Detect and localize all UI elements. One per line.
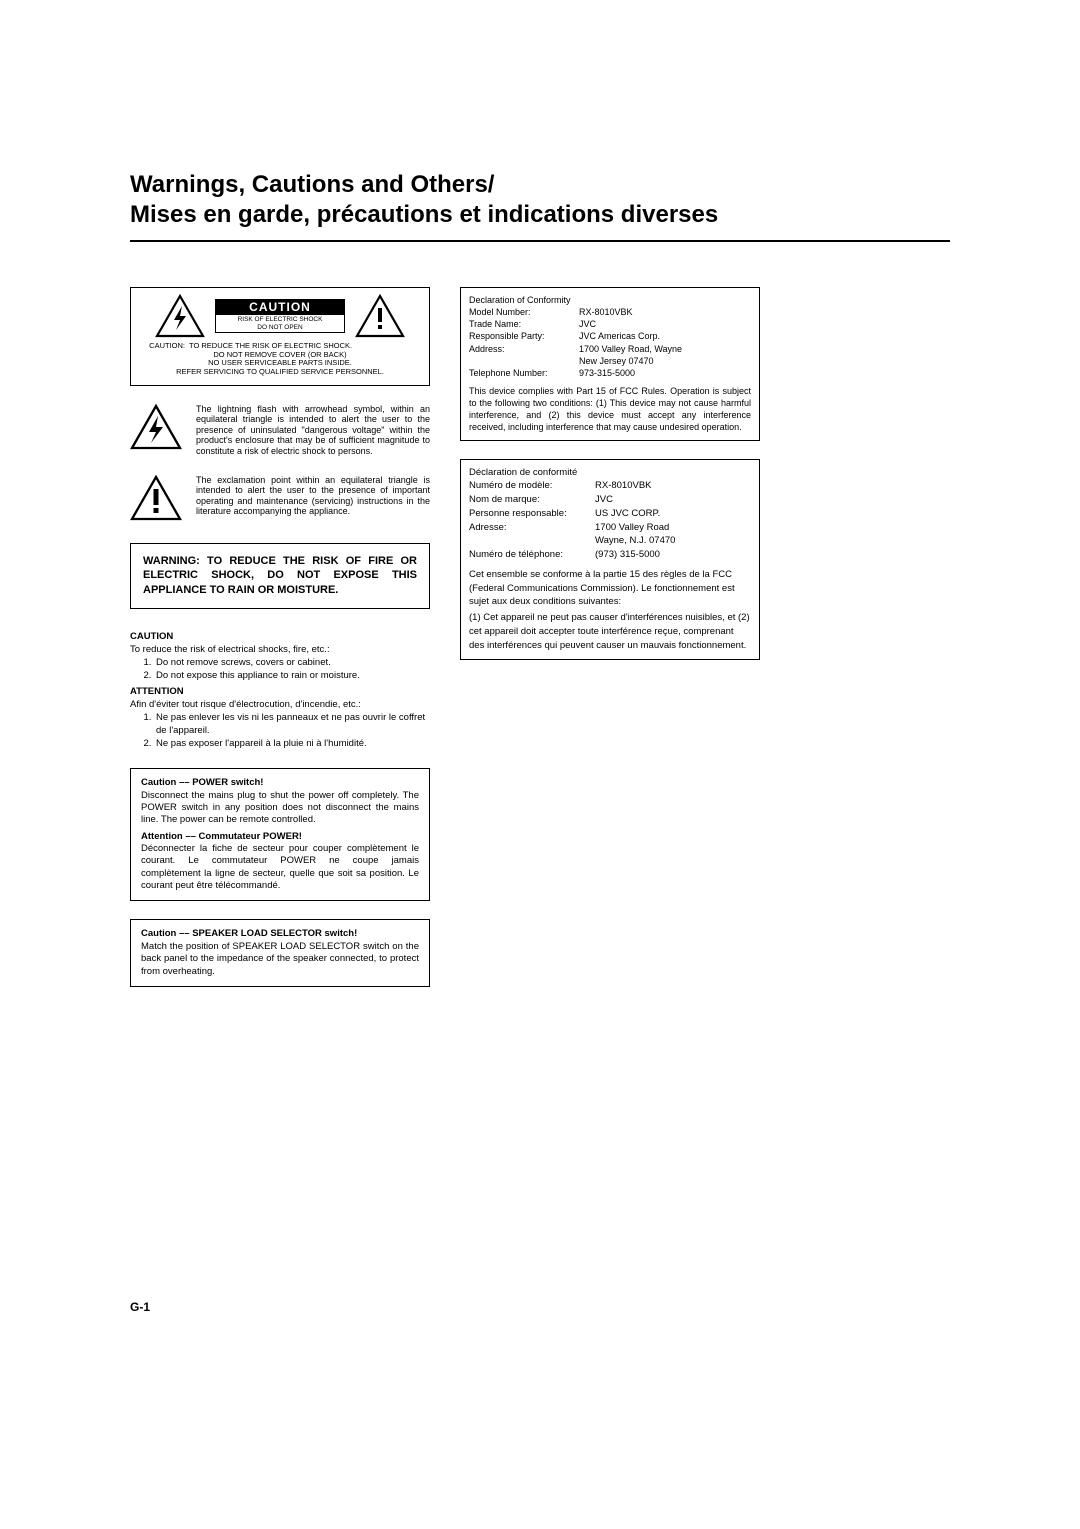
decl-fr-body-1: Cet ensemble se conforme à la partie 15 … — [469, 568, 751, 609]
exclamation-triangle-icon — [355, 294, 405, 338]
decl-fr-body-2: (1) Cet appareil ne peut pas causer d'in… — [469, 611, 751, 652]
attention-heading-fr: ATTENTION — [130, 686, 430, 699]
power-switch-heading-fr: Attention –– Commutateur POWER! — [141, 831, 419, 843]
caution-heading-en: CAUTION — [130, 631, 430, 644]
right-column: Declaration of Conformity Model Number:R… — [460, 287, 760, 987]
caution-intro-en: To reduce the risk of electrical shocks,… — [130, 644, 430, 657]
caution-bar: CAUTION — [215, 299, 345, 315]
symbol-excl-text: The exclamation point within an equilate… — [196, 475, 430, 517]
plate-text: CAUTION: TO REDUCE THE RISK OF ELECTRIC … — [139, 342, 421, 377]
title-line-2: Mises en garde, précautions et indicatio… — [130, 201, 718, 228]
decl-en-title: Declaration of Conformity — [469, 294, 751, 306]
power-switch-text-fr: Déconnecter la fiche de secteur pour cou… — [141, 843, 419, 892]
title-line-1: Warnings, Cautions and Others/ — [130, 171, 494, 198]
plate-caution-label: CAUTION: — [139, 342, 189, 351]
decl-fr-title: Déclaration de conformité — [469, 466, 751, 480]
attention-fr-item-1: Ne pas enlever les vis ni les panneaux e… — [154, 712, 430, 738]
speaker-load-note: Caution –– SPEAKER LOAD SELECTOR switch!… — [130, 919, 430, 986]
risk-text: RISK OF ELECTRIC SHOCK DO NOT OPEN — [215, 315, 345, 332]
symbol-excl-row: The exclamation point within an equilate… — [130, 475, 430, 521]
declaration-fr: Déclaration de conformité Numéro de modè… — [460, 459, 760, 660]
caution-en-item-2: Do not expose this appliance to rain or … — [154, 670, 430, 683]
attention-intro-fr: Afin d'éviter tout risque d'électrocutio… — [130, 699, 430, 712]
caution-plate: CAUTION RISK OF ELECTRIC SHOCK DO NOT OP… — [130, 287, 430, 386]
speaker-load-text: Match the position of SPEAKER LOAD SELEC… — [141, 941, 419, 978]
power-switch-text-en: Disconnect the mains plug to shut the po… — [141, 790, 419, 827]
attention-fr-item-2: Ne pas exposer l'appareil à la pluie ni … — [154, 738, 430, 751]
page-number: G-1 — [130, 1300, 150, 1314]
plate-line-4: REFER SERVICING TO QUALIFIED SERVICE PER… — [139, 368, 421, 377]
decl-en-body: This device complies with Part 15 of FCC… — [469, 385, 751, 434]
title-rule — [130, 240, 950, 242]
caution-label-box: CAUTION RISK OF ELECTRIC SHOCK DO NOT OP… — [215, 299, 345, 332]
exclamation-triangle-icon — [130, 475, 182, 521]
declaration-en: Declaration of Conformity Model Number:R… — [460, 287, 760, 441]
warning-text: WARNING: TO REDUCE THE RISK OF FIRE OR E… — [143, 554, 417, 599]
symbol-bolt-row: The lightning flash with arrowhead symbo… — [130, 404, 430, 457]
content-columns: CAUTION RISK OF ELECTRIC SHOCK DO NOT OP… — [130, 287, 950, 987]
page-title: Warnings, Cautions and Others/ Mises en … — [130, 170, 950, 230]
power-switch-note: Caution –– POWER switch! Disconnect the … — [130, 768, 430, 901]
plate-top-row: CAUTION RISK OF ELECTRIC SHOCK DO NOT OP… — [139, 294, 421, 338]
caution-en-item-1: Do not remove screws, covers or cabinet. — [154, 657, 430, 670]
caution-block-en: CAUTION To reduce the risk of electrical… — [130, 631, 430, 750]
lightning-triangle-icon — [155, 294, 205, 338]
left-column: CAUTION RISK OF ELECTRIC SHOCK DO NOT OP… — [130, 287, 430, 987]
warning-box: WARNING: TO REDUCE THE RISK OF FIRE OR E… — [130, 543, 430, 610]
lightning-triangle-icon — [130, 404, 182, 450]
speaker-load-heading: Caution –– SPEAKER LOAD SELECTOR switch! — [141, 928, 419, 940]
page: Warnings, Cautions and Others/ Mises en … — [0, 0, 1080, 1047]
power-switch-heading-en: Caution –– POWER switch! — [141, 777, 419, 789]
symbol-bolt-text: The lightning flash with arrowhead symbo… — [196, 404, 430, 457]
